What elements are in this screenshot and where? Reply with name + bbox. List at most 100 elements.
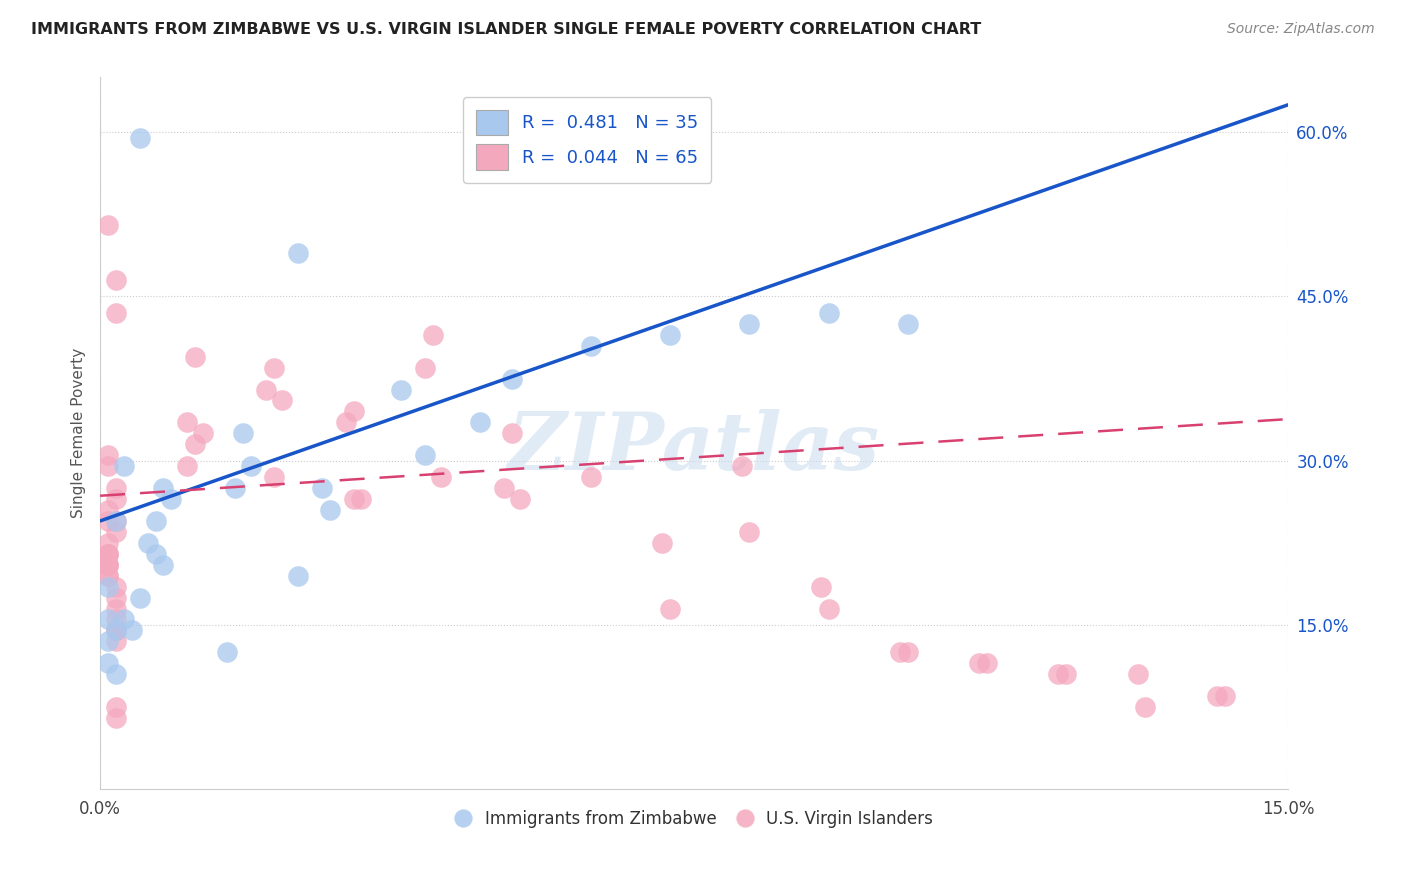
- Point: [659, 601, 682, 615]
- Point: [738, 524, 761, 539]
- Point: [470, 416, 492, 430]
- Point: [97, 547, 120, 561]
- Point: [184, 437, 207, 451]
- Point: [104, 306, 127, 320]
- Point: [579, 339, 602, 353]
- Point: [730, 459, 752, 474]
- Point: [501, 426, 523, 441]
- Point: [319, 503, 342, 517]
- Point: [136, 536, 159, 550]
- Point: [104, 700, 127, 714]
- Point: [104, 273, 127, 287]
- Point: [342, 404, 364, 418]
- Point: [104, 624, 127, 638]
- Point: [104, 491, 127, 506]
- Point: [651, 536, 673, 550]
- Point: [429, 470, 451, 484]
- Point: [104, 711, 127, 725]
- Point: [1135, 700, 1157, 714]
- Point: [104, 634, 127, 648]
- Point: [97, 547, 120, 561]
- Point: [104, 612, 127, 626]
- Legend: Immigrants from Zimbabwe, U.S. Virgin Islanders: Immigrants from Zimbabwe, U.S. Virgin Is…: [449, 803, 941, 834]
- Point: [492, 481, 515, 495]
- Point: [1205, 689, 1227, 703]
- Point: [810, 580, 832, 594]
- Point: [191, 426, 214, 441]
- Point: [335, 416, 357, 430]
- Point: [889, 645, 911, 659]
- Point: [176, 459, 198, 474]
- Point: [97, 612, 120, 626]
- Point: [659, 327, 682, 342]
- Text: IMMIGRANTS FROM ZIMBABWE VS U.S. VIRGIN ISLANDER SINGLE FEMALE POVERTY CORRELATI: IMMIGRANTS FROM ZIMBABWE VS U.S. VIRGIN …: [31, 22, 981, 37]
- Point: [1126, 667, 1149, 681]
- Point: [97, 634, 120, 648]
- Point: [389, 383, 412, 397]
- Point: [145, 547, 167, 561]
- Point: [239, 459, 262, 474]
- Text: ZIPatlas: ZIPatlas: [508, 409, 880, 486]
- Point: [104, 524, 127, 539]
- Point: [121, 624, 143, 638]
- Point: [97, 448, 120, 462]
- Point: [104, 624, 127, 638]
- Point: [342, 491, 364, 506]
- Point: [128, 130, 150, 145]
- Point: [738, 317, 761, 331]
- Point: [287, 245, 309, 260]
- Point: [112, 459, 135, 474]
- Point: [104, 591, 127, 605]
- Point: [104, 580, 127, 594]
- Point: [579, 470, 602, 484]
- Point: [104, 624, 127, 638]
- Point: [152, 558, 174, 572]
- Text: Source: ZipAtlas.com: Source: ZipAtlas.com: [1227, 22, 1375, 37]
- Point: [817, 601, 839, 615]
- Point: [104, 481, 127, 495]
- Point: [97, 657, 120, 671]
- Point: [1054, 667, 1077, 681]
- Point: [184, 350, 207, 364]
- Point: [509, 491, 531, 506]
- Point: [967, 657, 990, 671]
- Point: [160, 491, 183, 506]
- Point: [97, 568, 120, 582]
- Point: [271, 393, 294, 408]
- Point: [215, 645, 238, 659]
- Point: [97, 503, 120, 517]
- Point: [112, 612, 135, 626]
- Point: [232, 426, 254, 441]
- Point: [97, 580, 120, 594]
- Y-axis label: Single Female Poverty: Single Female Poverty: [72, 348, 86, 518]
- Point: [897, 317, 920, 331]
- Point: [311, 481, 333, 495]
- Point: [97, 536, 120, 550]
- Point: [976, 657, 998, 671]
- Point: [145, 514, 167, 528]
- Point: [97, 219, 120, 233]
- Point: [104, 514, 127, 528]
- Point: [97, 547, 120, 561]
- Point: [176, 416, 198, 430]
- Point: [897, 645, 920, 659]
- Point: [287, 568, 309, 582]
- Point: [254, 383, 277, 397]
- Point: [104, 514, 127, 528]
- Point: [224, 481, 246, 495]
- Point: [350, 491, 373, 506]
- Point: [128, 591, 150, 605]
- Point: [413, 360, 436, 375]
- Point: [263, 470, 285, 484]
- Point: [1047, 667, 1070, 681]
- Point: [501, 371, 523, 385]
- Point: [104, 601, 127, 615]
- Point: [263, 360, 285, 375]
- Point: [97, 514, 120, 528]
- Point: [97, 558, 120, 572]
- Point: [1213, 689, 1236, 703]
- Point: [97, 568, 120, 582]
- Point: [817, 306, 839, 320]
- Point: [413, 448, 436, 462]
- Point: [97, 558, 120, 572]
